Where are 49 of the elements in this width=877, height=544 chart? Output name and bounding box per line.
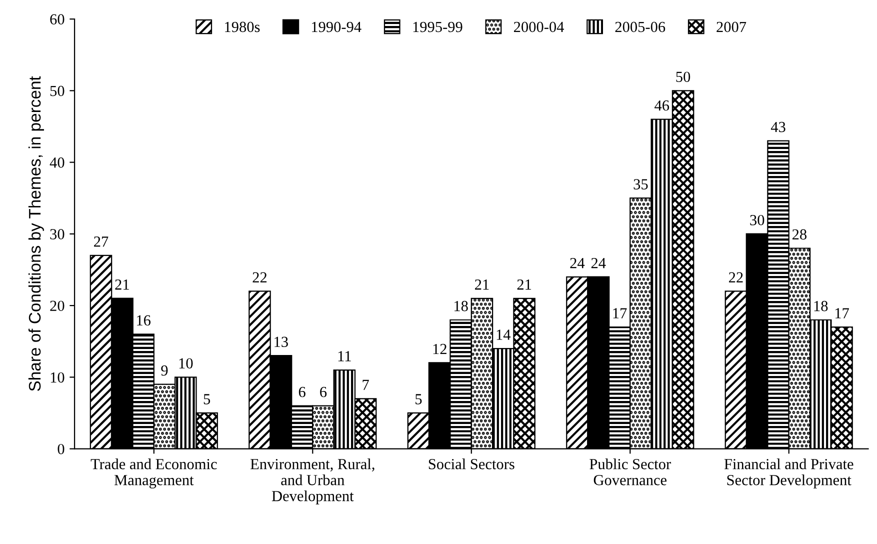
x-tick-label: Trade and Economic Management: [90, 458, 217, 488]
data-label: 43: [770, 122, 786, 132]
data-label: 17: [613, 308, 627, 318]
legend-label: 2005-06: [615, 22, 666, 32]
data-label: 10: [179, 358, 193, 369]
data-label: 7: [362, 380, 369, 390]
data-label: 18: [814, 300, 828, 312]
y-tick-label: 10: [50, 372, 64, 383]
y-tick-label: 60: [50, 14, 64, 24]
data-label: 12: [433, 344, 446, 354]
data-label: 30: [750, 214, 764, 226]
legend-label: 1990-94: [312, 22, 362, 32]
y-axis-title: Share of Conditions by Themes, in percent: [28, 76, 44, 391]
x-tick-label: Financial and Private Sector Development: [724, 458, 854, 488]
y-tick-label: 20: [50, 300, 64, 311]
data-label: 6: [320, 386, 327, 398]
legend-label: 1980s: [225, 22, 260, 32]
data-label: 27: [94, 236, 108, 247]
data-label: 5: [416, 394, 422, 404]
x-tick-label: Social Sectors: [428, 458, 514, 470]
data-label: 24: [570, 258, 585, 268]
data-label: 22: [728, 272, 743, 282]
data-label: 5: [204, 394, 210, 404]
data-label: 24: [591, 258, 606, 268]
data-label: 16: [137, 315, 151, 326]
data-label: 6: [298, 386, 306, 398]
data-label: 21: [115, 279, 129, 290]
data-label: 21: [475, 279, 489, 290]
data-label: 50: [676, 72, 690, 82]
data-label: 46: [654, 100, 670, 111]
data-label: 35: [634, 179, 648, 190]
y-tick-label: 30: [50, 229, 64, 240]
data-label: 22: [252, 272, 267, 282]
legend-label: 1995-99: [413, 22, 462, 32]
x-tick-label: Public Sector Governance: [590, 458, 671, 486]
data-label: 18: [454, 300, 468, 312]
x-tick-label: Environment, Rural, and Urban Development: [250, 458, 374, 504]
y-tick-label: 0: [58, 444, 64, 454]
data-label: 21: [517, 279, 532, 290]
y-tick-label: 50: [50, 86, 64, 96]
data-label: 9: [161, 365, 168, 376]
data-label: 11: [338, 351, 351, 362]
data-label: 13: [274, 336, 288, 348]
y-tick-label: 40: [50, 157, 64, 168]
data-label: 17: [835, 308, 849, 318]
legend-label: 2007: [716, 22, 746, 32]
data-label: 14: [496, 330, 511, 340]
data-label: 28: [792, 229, 806, 240]
legend-label: 2000-04: [514, 22, 564, 32]
